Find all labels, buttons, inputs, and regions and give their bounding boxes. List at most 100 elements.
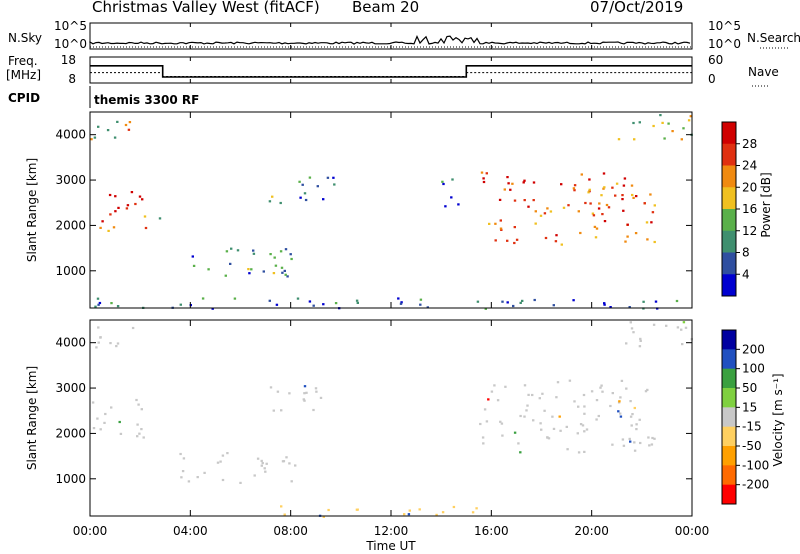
range-cell bbox=[207, 268, 210, 271]
range-cell bbox=[294, 464, 297, 467]
range-cell bbox=[134, 202, 137, 206]
range-cell bbox=[601, 213, 604, 216]
range-cell bbox=[619, 412, 622, 415]
range-cell bbox=[631, 413, 634, 416]
range-cell bbox=[247, 268, 250, 271]
x-tick-label: 08:00 bbox=[273, 524, 308, 538]
range-cell bbox=[499, 219, 502, 222]
range-cell bbox=[480, 171, 484, 174]
range-cell bbox=[272, 409, 275, 412]
range-cell bbox=[653, 437, 656, 440]
range-cell bbox=[552, 427, 556, 430]
range-cell bbox=[355, 299, 359, 302]
range-cell bbox=[507, 182, 510, 185]
noise-panel: N.Sky 10^5 10^0 10^5 10^0 N.Search bbox=[8, 19, 800, 51]
range-cell bbox=[298, 180, 301, 183]
range-cell bbox=[622, 444, 626, 447]
range-cell bbox=[638, 418, 641, 421]
range-cell bbox=[525, 409, 528, 412]
range-cell bbox=[671, 130, 674, 133]
range-cell bbox=[626, 223, 629, 226]
range-cell bbox=[280, 266, 284, 269]
range-cell bbox=[130, 191, 134, 194]
range-cell bbox=[623, 177, 627, 180]
range-cell bbox=[573, 400, 576, 403]
range-cell bbox=[283, 269, 286, 272]
range-cell bbox=[663, 137, 666, 140]
range-cell bbox=[629, 415, 633, 418]
range-cell bbox=[180, 476, 183, 479]
colorbar-tick-label: 20 bbox=[742, 180, 757, 194]
range-cell bbox=[118, 420, 121, 424]
range-cell bbox=[676, 326, 680, 329]
range-cell bbox=[481, 436, 485, 439]
range-cell bbox=[280, 409, 283, 412]
colorbar-swatch bbox=[722, 122, 736, 145]
velocity-y-axis: 1000 2000 3000 4000 bbox=[55, 336, 692, 486]
range-cell bbox=[653, 204, 656, 207]
range-cell bbox=[506, 301, 509, 304]
range-cell bbox=[509, 188, 512, 191]
range-cell bbox=[94, 305, 97, 308]
range-cell bbox=[494, 239, 497, 242]
range-cell bbox=[595, 227, 599, 230]
range-cell bbox=[639, 441, 642, 445]
range-cell bbox=[109, 213, 112, 216]
range-cell bbox=[280, 505, 283, 508]
range-cell bbox=[504, 385, 507, 388]
range-cell bbox=[546, 436, 549, 439]
range-cell bbox=[407, 513, 411, 516]
range-cell bbox=[128, 121, 132, 124]
range-cell bbox=[511, 182, 514, 185]
velocity-ylabel: Slant Range [km] bbox=[25, 366, 39, 470]
colorbar-tick-label: 100 bbox=[742, 362, 765, 376]
power-colorbar-label: Power [dB] bbox=[759, 172, 773, 237]
range-cell bbox=[179, 303, 182, 306]
range-cell bbox=[620, 379, 624, 382]
range-cell bbox=[621, 198, 624, 201]
velocity-colorbar-label: Velocity [m s⁻¹] bbox=[771, 373, 785, 466]
range-cell bbox=[519, 451, 522, 454]
colorbar-swatch bbox=[722, 465, 736, 486]
y-tick-label: 2000 bbox=[55, 426, 86, 440]
range-cell bbox=[600, 384, 603, 387]
range-cell bbox=[248, 272, 251, 275]
range-cell bbox=[127, 128, 131, 131]
range-cell bbox=[288, 462, 291, 465]
colorbar-tick-label: -50 bbox=[742, 439, 762, 453]
range-cell bbox=[619, 415, 623, 418]
range-cell bbox=[632, 121, 635, 125]
range-cell bbox=[580, 173, 583, 176]
range-cell bbox=[523, 179, 526, 182]
range-cell bbox=[125, 207, 129, 210]
colorbar-swatch bbox=[722, 143, 736, 166]
range-cell bbox=[99, 428, 102, 431]
range-cell bbox=[116, 120, 119, 123]
range-cell bbox=[577, 210, 580, 213]
range-cell bbox=[622, 184, 626, 187]
noise-left-tick-bottom: 10^0 bbox=[54, 37, 87, 51]
range-cell bbox=[635, 428, 638, 431]
colorbar-tick-label: -100 bbox=[742, 458, 769, 472]
range-cell bbox=[142, 436, 145, 439]
range-cell bbox=[589, 202, 592, 205]
range-cell bbox=[314, 387, 318, 390]
range-cell bbox=[444, 205, 447, 208]
colorbar-swatch bbox=[722, 446, 736, 466]
y-tick-label: 1000 bbox=[55, 264, 86, 278]
range-cell bbox=[493, 384, 496, 387]
range-cell bbox=[275, 303, 279, 306]
nave-tick-bottom: 0 bbox=[708, 72, 716, 86]
range-cell bbox=[651, 211, 655, 214]
range-cell bbox=[603, 186, 606, 189]
y-tick-label: 3000 bbox=[55, 173, 86, 187]
range-cell bbox=[140, 428, 143, 431]
range-cell bbox=[549, 210, 553, 213]
range-cell bbox=[506, 239, 509, 242]
range-cell bbox=[602, 172, 606, 175]
range-cell bbox=[667, 122, 670, 125]
range-cell bbox=[286, 275, 289, 278]
range-cell bbox=[290, 257, 293, 261]
range-cell bbox=[476, 300, 480, 303]
range-cell bbox=[233, 297, 237, 300]
